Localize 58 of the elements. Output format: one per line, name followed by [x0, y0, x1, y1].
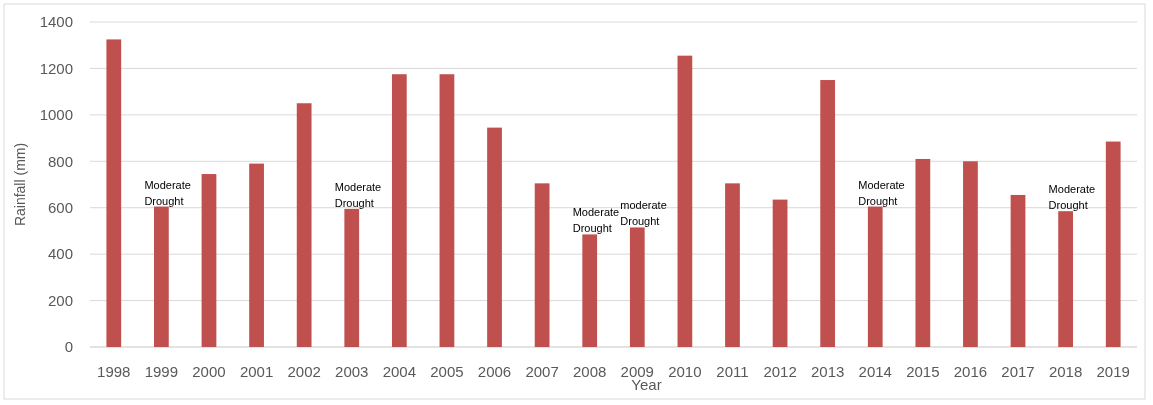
bar: [439, 74, 455, 347]
annotation: Moderate Drought: [858, 178, 905, 207]
x-tick-label: 2019: [1096, 363, 1130, 380]
x-tick-label: 2005: [430, 363, 464, 380]
x-tick-label: 2013: [810, 363, 845, 380]
bar: [1010, 194, 1026, 347]
y-tick-label: 800: [47, 152, 73, 170]
x-tick-label: 2011: [716, 363, 749, 380]
y-tick-label: 400: [47, 245, 73, 263]
x-tick-label: 2014: [858, 363, 892, 380]
y-axis-title: Rainfall (mm): [12, 142, 28, 227]
bar: [867, 206, 883, 347]
x-tick-label: 2000: [192, 363, 226, 380]
bar: [201, 174, 217, 347]
bar: [629, 227, 645, 347]
x-tick-label: 2002: [287, 363, 321, 380]
x-tick-label: 2015: [906, 363, 940, 380]
bar: [725, 183, 740, 347]
x-tick-label: 2016: [953, 363, 988, 380]
x-tick-label: 2008: [573, 363, 607, 380]
bar: [963, 161, 978, 347]
bar: [487, 127, 502, 347]
bar: [106, 39, 122, 347]
annotation: Moderate Drought: [572, 206, 620, 235]
bar: [1058, 211, 1073, 347]
x-tick-label: 2001: [239, 363, 274, 380]
y-tick-label: 1000: [39, 106, 73, 124]
annotation: Moderate Drought: [144, 178, 191, 207]
x-tick-label: 2018: [1048, 363, 1083, 380]
x-tick-label: 2003: [335, 363, 369, 380]
bar: [820, 80, 836, 347]
bar: [249, 163, 264, 347]
bar: [677, 55, 693, 347]
bar: [772, 199, 788, 347]
x-tick-label: 1998: [97, 363, 131, 380]
bar: [154, 206, 169, 347]
bar: [534, 183, 550, 347]
x-tick-label: 2012: [763, 363, 797, 380]
y-tick-label: 1400: [39, 13, 73, 31]
bar: [582, 234, 598, 347]
x-tick-label: 2017: [1001, 363, 1035, 380]
bar: [344, 208, 360, 347]
y-tick-label: 1200: [39, 59, 73, 77]
annotation: Moderate Drought: [1048, 183, 1096, 212]
annotation: Moderate Drought: [334, 180, 382, 209]
x-tick-label: 1999: [144, 363, 179, 380]
bar: [915, 158, 931, 347]
bar: [391, 74, 407, 347]
x-tick-label: 2004: [382, 363, 417, 380]
y-tick-label: 600: [47, 198, 73, 216]
y-tick-label: 0: [64, 338, 73, 356]
bar: [296, 103, 312, 347]
annotation: moderate Drought: [620, 199, 667, 228]
y-tick-label: 200: [47, 291, 73, 309]
x-tick-label: 2007: [525, 363, 559, 380]
x-tick-label: 2010: [668, 363, 702, 380]
x-tick-label: 2006: [477, 363, 512, 380]
bar: [1105, 141, 1121, 347]
